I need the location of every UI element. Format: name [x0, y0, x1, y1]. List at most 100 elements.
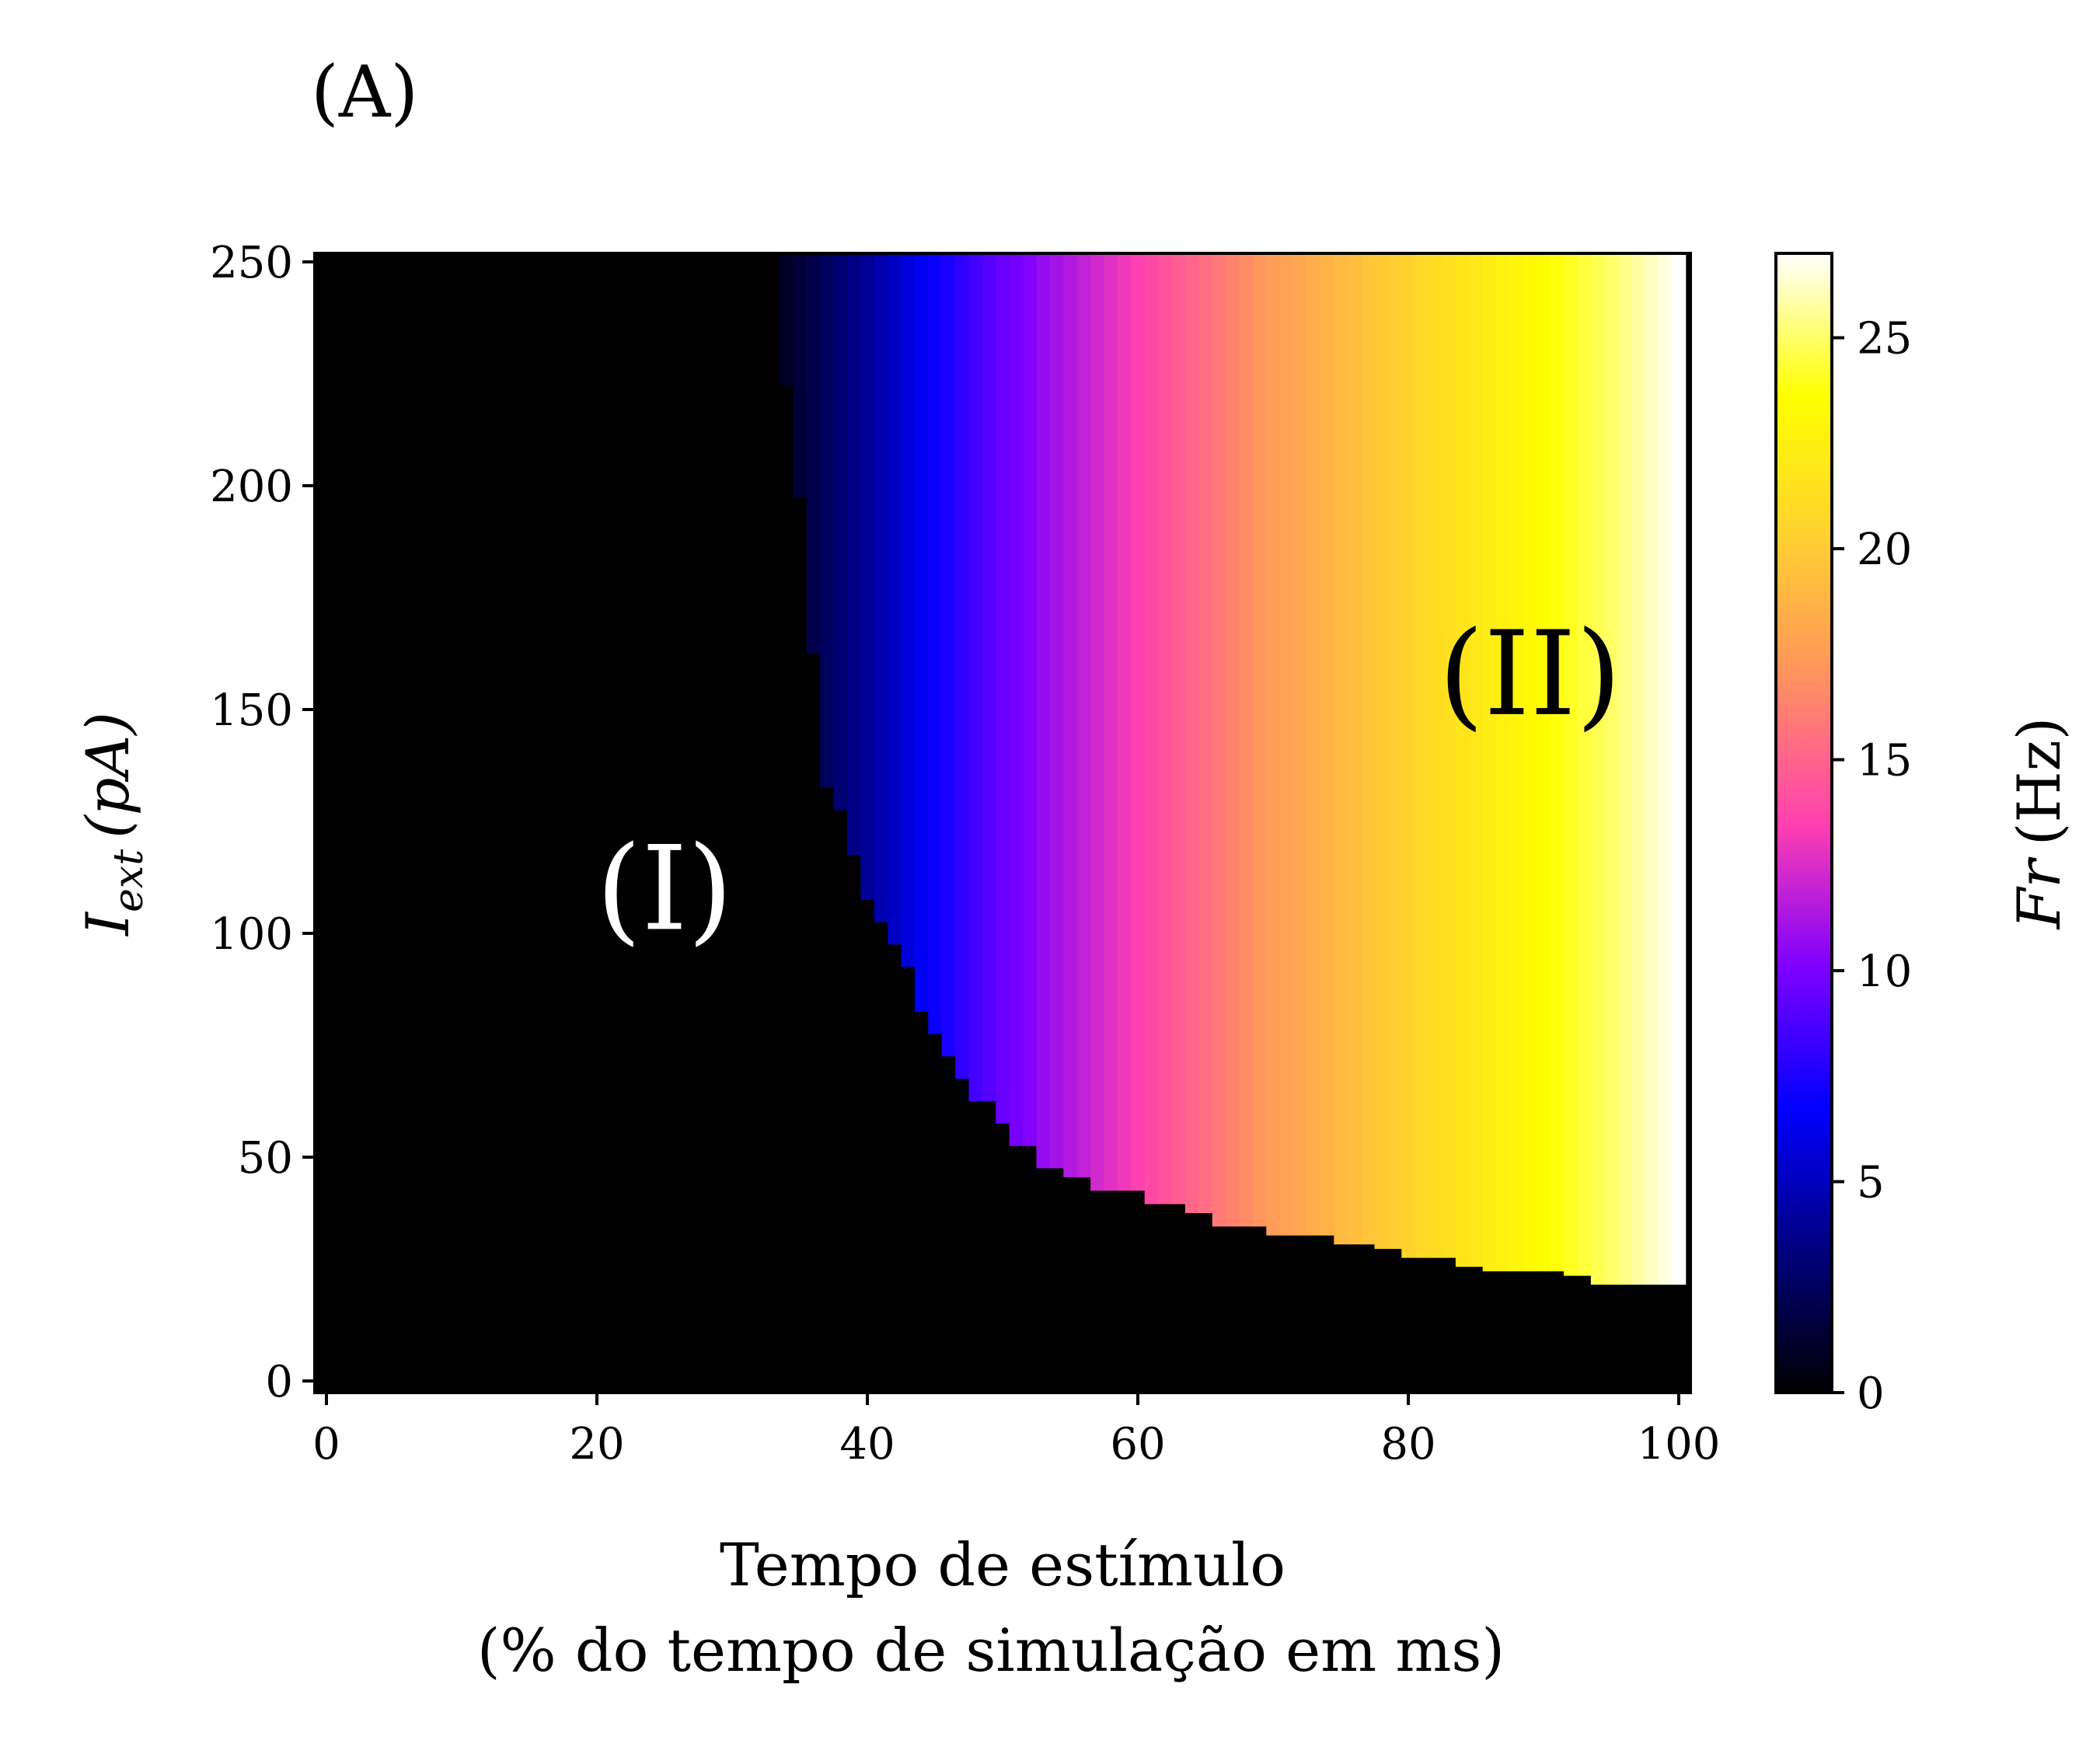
- heatmap-column: [1617, 253, 1632, 1285]
- heatmap-column: [1672, 253, 1687, 1285]
- colorbar-label-unit: (Hz): [2004, 717, 2074, 846]
- heatmap-column: [1523, 253, 1537, 1271]
- heatmap-column: [1198, 253, 1213, 1213]
- heatmap-column: [1266, 253, 1281, 1236]
- heatmap-column: [1184, 253, 1199, 1213]
- x-tick-label: 20: [569, 1419, 624, 1470]
- y-axis-label-unit: (pA): [73, 712, 142, 839]
- x-tick-label: 40: [839, 1419, 895, 1470]
- plot-frame: [313, 252, 1692, 1394]
- region-label: (I): [596, 821, 733, 957]
- y-tick-label: 200: [210, 462, 293, 512]
- heatmap-column: [1063, 253, 1078, 1177]
- heatmap: [315, 253, 1690, 1393]
- heatmap-column: [996, 253, 1010, 1124]
- colorbar-tick-label: 0: [1857, 1369, 1885, 1419]
- heatmap-column: [793, 253, 808, 497]
- heatmap-column: [1455, 253, 1470, 1268]
- heatmap-column: [1076, 253, 1091, 1177]
- y-axis-label: Iext (pA): [73, 712, 152, 937]
- heatmap-column: [1361, 253, 1376, 1245]
- heatmap-column: [1631, 253, 1646, 1285]
- y-tick-label: 100: [210, 909, 293, 960]
- heatmap-column: [1293, 253, 1308, 1236]
- x-axis-label: Tempo de estímulo: [720, 1530, 1285, 1599]
- x-axis-label-line2: (% do tempo de simulação em ms): [477, 1616, 1505, 1685]
- panel-label: (A): [311, 51, 418, 134]
- y-tick-label: 150: [210, 685, 293, 736]
- heatmap-column: [982, 253, 996, 1101]
- x-tick-label: 0: [312, 1419, 340, 1470]
- heatmap-column: [1306, 253, 1321, 1236]
- colorbar-tick-label: 5: [1857, 1158, 1885, 1208]
- heatmap-column: [1090, 253, 1105, 1191]
- y-tick-label: 250: [210, 238, 293, 288]
- heatmap-column: [874, 253, 888, 922]
- heatmap-column: [1104, 253, 1118, 1191]
- heatmap-column: [1131, 253, 1146, 1191]
- heatmap-column: [1144, 253, 1159, 1205]
- heatmap-column: [860, 253, 875, 900]
- y-axis-label-sub: ext: [106, 849, 152, 912]
- heatmap-column: [1212, 253, 1226, 1227]
- heatmap-column: [1658, 253, 1673, 1285]
- heatmap-column: [1401, 253, 1416, 1258]
- heatmap-column: [1279, 253, 1294, 1236]
- heatmap-column: [901, 253, 916, 968]
- heatmap-column: [1374, 253, 1389, 1250]
- heatmap-column: [1036, 253, 1051, 1169]
- heatmap-column: [955, 253, 970, 1079]
- heatmap-column: [1564, 253, 1578, 1276]
- heatmap-column: [941, 253, 956, 1057]
- heatmap-column: [1387, 253, 1402, 1250]
- heatmap-column: [1049, 253, 1064, 1169]
- heatmap-column: [1645, 253, 1659, 1285]
- heatmap-column: [1537, 253, 1551, 1271]
- heatmap-column: [1469, 253, 1484, 1268]
- heatmap-column: [1226, 253, 1240, 1227]
- y-axis: 0 50 100 150 200 250: [210, 238, 315, 1407]
- colorbar-tick-label: 10: [1857, 947, 1912, 997]
- heatmap-column: [1577, 253, 1592, 1276]
- heatmap-column: [1252, 253, 1267, 1227]
- x-tick-label: 80: [1380, 1419, 1435, 1470]
- heatmap-column: [1171, 253, 1186, 1205]
- heatmap-column: [779, 253, 794, 385]
- y-tick-label: 0: [265, 1357, 293, 1407]
- colorbar-tick-label: 25: [1857, 314, 1912, 364]
- heatmap-column: [888, 253, 902, 945]
- colorbar-tick-label: 15: [1857, 736, 1912, 786]
- heatmap-column: [914, 253, 929, 1012]
- heatmap-column: [928, 253, 943, 1034]
- heatmap-column: [1496, 253, 1511, 1271]
- heatmap-column: [1482, 253, 1497, 1271]
- heatmap-column: [806, 253, 821, 654]
- y-tick-label: 50: [238, 1133, 293, 1184]
- y-axis-label-main: I: [73, 911, 142, 937]
- x-axis: 0 20 40 60 80 100: [312, 1393, 1720, 1470]
- heatmap-column: [1442, 253, 1456, 1258]
- colorbar: [1774, 252, 1833, 1394]
- heatmap-column: [1320, 253, 1334, 1236]
- heatmap-column: [1117, 253, 1132, 1191]
- heatmap-column: [1347, 253, 1362, 1245]
- region-annotations: (I) (II): [596, 607, 1622, 957]
- heatmap-column: [1158, 253, 1173, 1205]
- heatmap-column: [820, 253, 835, 788]
- colorbar-label: Fr (Hz): [2004, 717, 2074, 931]
- region-label: (II): [1439, 607, 1622, 742]
- heatmap-column: [1009, 253, 1024, 1146]
- heatmap-column: [968, 253, 983, 1101]
- heatmap-column: [1428, 253, 1443, 1258]
- heatmap-column: [1509, 253, 1524, 1271]
- heatmap-column: [1239, 253, 1254, 1227]
- colorbar-label-main: Fr: [2004, 856, 2074, 931]
- heatmap-column: [1023, 253, 1038, 1146]
- heatmap-column: [1334, 253, 1348, 1245]
- heatmap-column: [1550, 253, 1565, 1271]
- heatmap-column: [1604, 253, 1619, 1285]
- heatmap-column: [1590, 253, 1605, 1285]
- heatmap-column: [846, 253, 861, 856]
- colorbar-axis: 0 5 10 15 20 25: [1832, 314, 1912, 1419]
